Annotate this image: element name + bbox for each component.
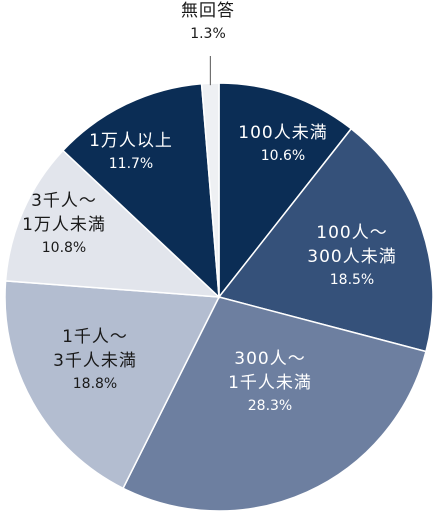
slice-percent-label: 28.3% [248, 398, 292, 414]
pie-slice [122, 296, 427, 512]
pie-slice [217, 127, 434, 353]
pie-labels: 100人未満 10.6% 100人～ 300人未満 18.5% 300人～ 1千人未満 28.… [22, 1, 396, 414]
slice-label: 3千人～ [31, 191, 97, 211]
pie-slice [61, 82, 220, 299]
slice-label: 100人未満 [238, 123, 327, 143]
pie-slices [4, 82, 434, 512]
slice-percent-label: 11.7% [109, 156, 153, 172]
slice-label: 1万人未満 [22, 215, 106, 235]
slice-percent-label: 1.3% [190, 26, 226, 42]
slice-percent-label: 10.8% [42, 240, 86, 256]
slice-label: 300人未満 [307, 247, 396, 267]
slice-percent-label: 10.6% [261, 148, 305, 164]
pie-slice [4, 149, 222, 298]
slice-label: 100人～ [316, 223, 387, 243]
slice-label: 300人～ [234, 349, 305, 369]
slice-label: 1万人以上 [89, 131, 173, 151]
slice-label: 1千人未満 [228, 373, 312, 393]
pie-slice [218, 82, 353, 300]
slice-label: 1千人～ [62, 327, 128, 347]
slice-percent-label: 18.5% [330, 272, 374, 288]
slice-percent-label: 18.8% [73, 376, 117, 392]
slice-label: 無回答 [181, 1, 235, 21]
pie-slice [4, 280, 221, 490]
slice-label: 3千人未満 [53, 351, 137, 371]
